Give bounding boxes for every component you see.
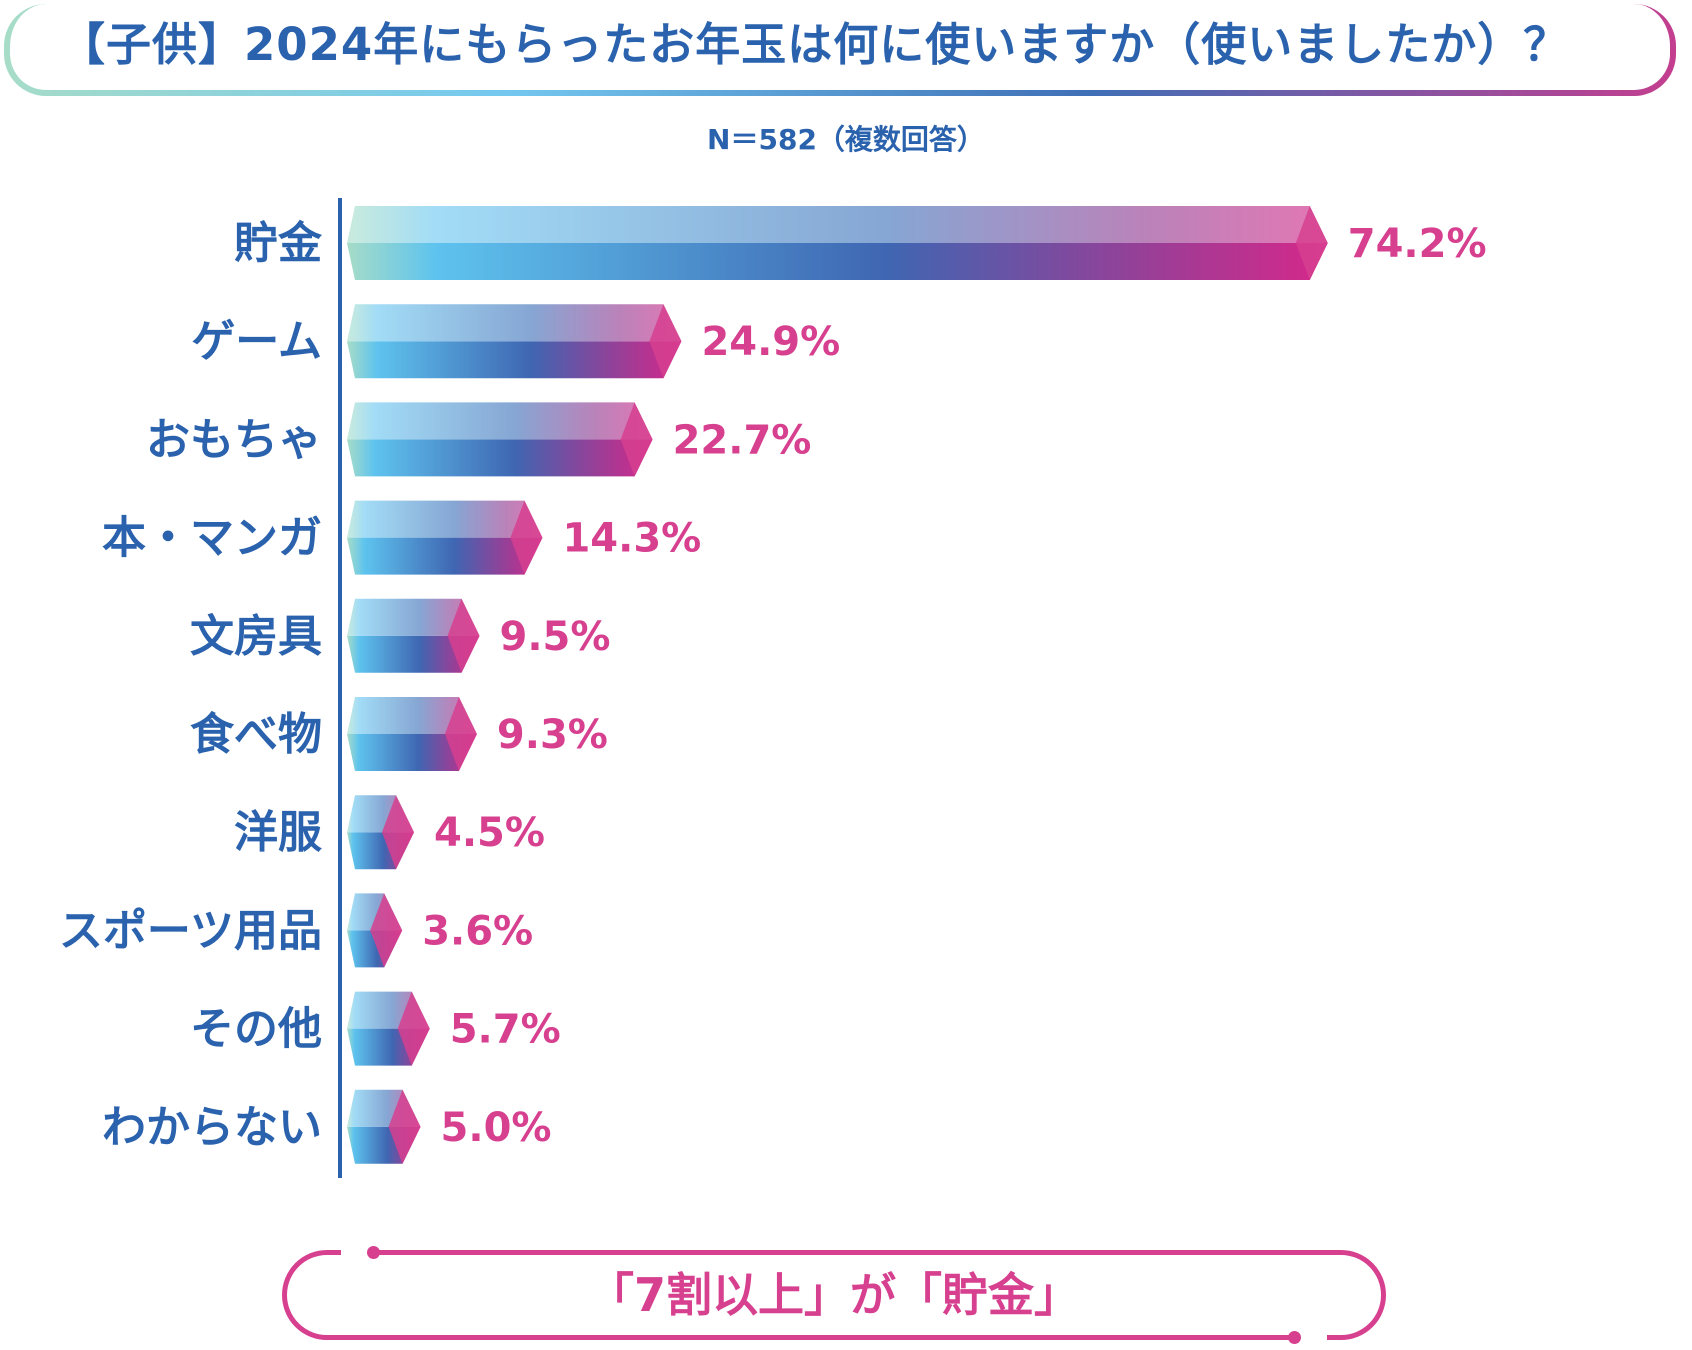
bar-tip	[1295, 206, 1328, 280]
value-label: 5.0%	[441, 1105, 552, 1151]
value-label: 3.6%	[422, 908, 533, 954]
bar-top-face	[347, 598, 480, 636]
category-label: わからない	[102, 1102, 322, 1153]
category-label: 食べ物	[190, 709, 322, 760]
category-label: 貯金	[234, 218, 323, 269]
value-label: 74.2%	[1348, 221, 1487, 267]
value-label: 5.7%	[450, 1007, 561, 1053]
bar-2	[347, 304, 682, 379]
category-label: おもちゃ	[146, 414, 322, 465]
callout-text: 「7割以上」が「貯金」	[587, 1268, 1080, 1322]
bar-6	[347, 697, 477, 771]
bar-8	[347, 893, 403, 968]
category-label: 文房具	[190, 611, 322, 662]
bar-1	[347, 206, 1328, 280]
bar-tip	[620, 402, 653, 477]
bar-top-face	[347, 206, 1328, 243]
bar-top-face	[347, 402, 653, 440]
title-frame	[4, 4, 1676, 96]
chart-title: 【子供】2024年にもらったお年玉は何に使いますか（使いましたか）？	[60, 18, 1570, 71]
bar-bottom-face	[347, 243, 1328, 280]
value-label: 9.3%	[497, 712, 608, 758]
value-label: 22.7%	[673, 417, 812, 463]
bar-bottom-face	[347, 439, 653, 477]
bar-tip	[510, 500, 543, 575]
bar-top-face	[347, 304, 682, 342]
bar-bottom-face	[347, 734, 477, 771]
bar-tip	[444, 697, 477, 771]
bar-3	[347, 402, 653, 477]
category-label: 本・マンガ	[102, 513, 322, 564]
bar-5	[347, 598, 480, 673]
bar-tip	[447, 598, 480, 673]
bar-tip	[397, 991, 430, 1066]
value-label: 4.5%	[434, 810, 545, 856]
value-label: 24.9%	[701, 319, 840, 365]
decor-dot	[367, 1246, 380, 1259]
category-label: ゲーム	[191, 316, 322, 367]
bar-tip	[649, 304, 682, 379]
sample-size-note: N＝582（複数回答）	[707, 123, 985, 156]
value-label: 9.5%	[500, 614, 611, 660]
bar-9	[347, 991, 430, 1066]
bar-tip	[388, 1089, 421, 1164]
bar-top-face	[347, 500, 543, 538]
category-label: 洋服	[234, 807, 322, 858]
category-label: スポーツ用品	[59, 905, 322, 956]
bar-bottom-face	[347, 341, 682, 379]
bar-4	[347, 500, 543, 575]
bar-10	[347, 1089, 421, 1164]
bar-7	[347, 795, 414, 870]
callout-frame: 「7割以上」が「貯金」	[282, 1246, 1386, 1344]
bar-top-face	[347, 697, 477, 734]
decor-dot	[1288, 1331, 1301, 1344]
category-label: その他	[190, 1004, 322, 1055]
bar-bottom-face	[347, 537, 543, 575]
bar-tip	[381, 795, 414, 870]
value-label: 14.3%	[562, 516, 701, 562]
bar-tip	[370, 893, 403, 968]
bar-bottom-face	[347, 635, 480, 673]
